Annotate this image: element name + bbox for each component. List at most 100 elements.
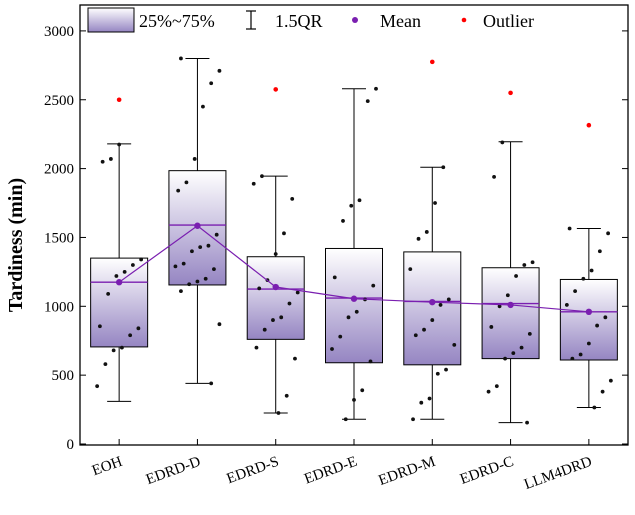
data-point	[119, 345, 124, 350]
data-point	[438, 303, 443, 307]
y-tick-label: 1000	[44, 299, 74, 315]
mean-series	[115, 222, 593, 316]
data-point	[603, 315, 608, 320]
data-point	[522, 263, 527, 267]
data-point	[489, 325, 494, 329]
y-tick-label: 3000	[44, 24, 74, 40]
data-point	[293, 356, 297, 361]
data-point	[95, 384, 100, 389]
outlier-point	[273, 87, 279, 92]
data-point	[217, 68, 222, 73]
data-point	[273, 252, 278, 256]
data-point	[341, 219, 345, 223]
data-point	[184, 180, 189, 185]
data-point	[179, 56, 183, 61]
data-point	[100, 159, 105, 164]
data-point	[595, 323, 600, 328]
data-point	[597, 249, 602, 254]
data-point	[332, 275, 337, 280]
data-point	[424, 230, 429, 234]
data-point	[527, 331, 532, 336]
data-point	[262, 327, 267, 332]
data-point	[452, 342, 457, 347]
mean-marker	[115, 279, 123, 286]
data-point	[139, 257, 144, 262]
outlier-point	[508, 90, 513, 96]
box-edrd-e	[325, 88, 383, 420]
outlier-point	[429, 59, 435, 65]
data-point	[214, 232, 219, 237]
data-point	[592, 405, 597, 410]
data-point	[136, 326, 141, 331]
outlier-point	[116, 97, 122, 103]
data-point	[130, 263, 135, 267]
data-point	[511, 351, 516, 356]
data-point	[578, 352, 583, 357]
data-point	[251, 181, 256, 186]
data-point	[282, 231, 286, 236]
data-point	[103, 362, 108, 367]
data-point	[114, 274, 119, 278]
data-point	[497, 304, 502, 309]
box-series	[90, 57, 618, 424]
data-point	[271, 318, 275, 322]
data-point	[279, 315, 284, 320]
legend-box-label: 25%~75%	[139, 11, 215, 31]
data-point	[492, 174, 496, 179]
data-point	[427, 396, 432, 401]
legend-box-swatch	[87, 7, 135, 33]
data-point	[446, 297, 451, 302]
box-iqr	[481, 267, 540, 360]
data-point	[346, 315, 351, 320]
data-point	[276, 411, 281, 415]
legend-whisker-icon	[246, 10, 256, 30]
data-point	[176, 188, 181, 193]
data-point	[173, 264, 178, 269]
data-point	[190, 249, 194, 254]
data-point	[573, 289, 578, 294]
data-point	[505, 293, 510, 298]
data-point	[195, 279, 200, 284]
data-point	[581, 276, 586, 281]
x-tick-label: EDRD-D	[144, 454, 203, 488]
box-edrd-d	[168, 57, 227, 384]
data-point	[201, 104, 205, 109]
data-point	[192, 157, 197, 161]
data-point	[371, 283, 376, 288]
box-iqr	[325, 247, 383, 364]
data-point	[411, 417, 415, 422]
data-point	[357, 198, 362, 203]
data-point	[525, 420, 529, 425]
data-point	[567, 226, 572, 231]
data-point	[503, 356, 507, 361]
data-point	[198, 245, 203, 249]
data-point	[122, 269, 127, 274]
box-llm4drd	[559, 122, 618, 409]
box-iqr	[403, 251, 462, 366]
legend-mean-label: Mean	[380, 11, 421, 31]
box-iqr	[90, 257, 149, 348]
y-tick-label: 0	[67, 437, 75, 453]
mean-marker	[429, 298, 436, 306]
data-point	[343, 417, 348, 422]
mean-marker	[194, 222, 201, 229]
data-point	[589, 268, 594, 273]
data-point	[209, 81, 214, 86]
data-point	[514, 274, 518, 278]
data-point	[600, 389, 605, 394]
mean-marker	[585, 308, 593, 316]
data-point	[419, 400, 424, 405]
box-edrd-c	[481, 90, 540, 424]
data-point	[374, 86, 378, 91]
data-point	[352, 398, 356, 402]
data-point	[486, 389, 491, 394]
data-point	[284, 393, 289, 398]
data-point	[606, 231, 611, 236]
data-point	[530, 260, 535, 265]
data-point	[413, 333, 418, 338]
x-tick-label: EOH	[90, 454, 125, 480]
data-point	[206, 243, 211, 248]
data-point	[108, 157, 113, 161]
data-point	[179, 289, 183, 294]
